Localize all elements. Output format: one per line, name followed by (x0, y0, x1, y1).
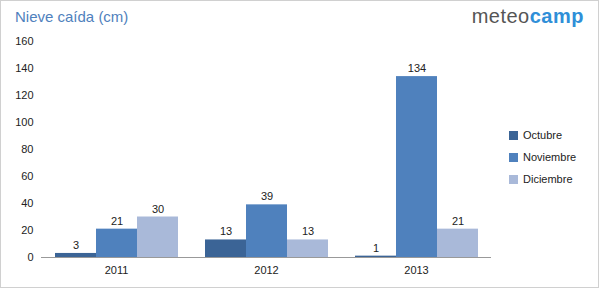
html-text:Octubre: Octubre (523, 129, 563, 141)
svg-text:40: 40 (21, 197, 33, 209)
svg-text:20: 20 (21, 224, 33, 236)
svg-text:39: 39 (261, 190, 273, 202)
svg-text:21: 21 (111, 215, 123, 227)
svg-text:0: 0 (27, 251, 33, 263)
svg-text:60: 60 (21, 170, 33, 182)
svg-text:134: 134 (408, 62, 426, 74)
svg-text:21: 21 (452, 215, 464, 227)
svg-text:160: 160 (15, 35, 33, 47)
svg-text:80: 80 (21, 143, 33, 155)
svg-text:30: 30 (152, 203, 164, 215)
html-text:Diciembre: Diciembre (523, 173, 573, 185)
svg-text:13: 13 (220, 225, 232, 237)
svg-text:2012: 2012 (254, 264, 278, 276)
svg-text:2013: 2013 (404, 264, 428, 276)
svg-text:140: 140 (15, 62, 33, 74)
html-text:Noviembre: Noviembre (523, 151, 577, 163)
svg-text:120: 120 (15, 89, 33, 101)
svg-text:13: 13 (302, 225, 314, 237)
svg-text:3: 3 (73, 239, 79, 251)
html-text:meteo camp: meteo camp (471, 5, 584, 27)
svg-text:100: 100 (15, 116, 33, 128)
html-text:Nieve caída (cm): Nieve caída (cm) (15, 8, 129, 25)
svg-text:1: 1 (373, 242, 379, 254)
svg-text:2011: 2011 (105, 264, 129, 276)
